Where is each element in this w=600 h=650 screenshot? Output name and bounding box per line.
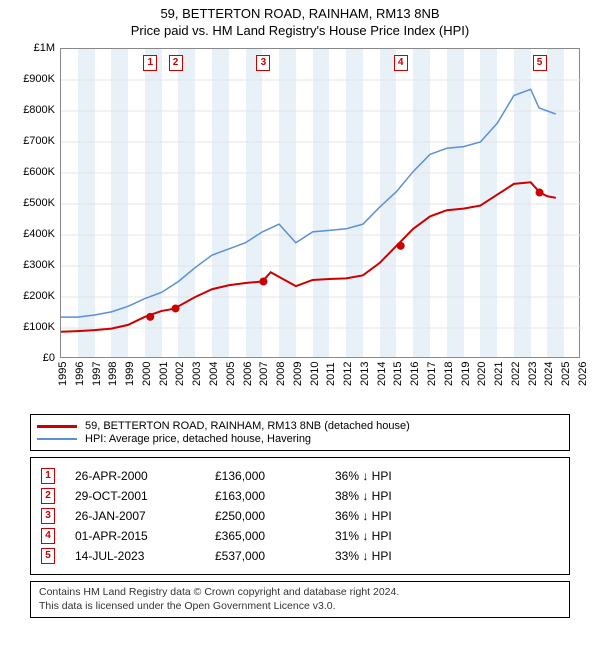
legend-item: 59, BETTERTON ROAD, RAINHAM, RM13 8NB (d…	[37, 420, 563, 432]
y-axis-label: £700K	[5, 135, 55, 147]
x-axis-label: 2003	[191, 362, 203, 386]
sale-marker-box: 5	[533, 55, 547, 71]
x-axis-label: 1995	[57, 362, 69, 386]
sale-point	[259, 278, 267, 286]
chart-area: £0£100K£200K£300K£400K£500K£600K£700K£80…	[20, 48, 580, 408]
legend-box: 59, BETTERTON ROAD, RAINHAM, RM13 8NB (d…	[30, 414, 570, 451]
y-axis-label: £400K	[5, 228, 55, 240]
x-axis-label: 1998	[107, 362, 119, 386]
legend-label: HPI: Average price, detached house, Have…	[85, 433, 311, 445]
x-axis-label: 2013	[359, 362, 371, 386]
sale-marker-number: 4	[41, 528, 55, 544]
sale-date: 26-APR-2000	[75, 469, 215, 483]
y-axis-label: £500K	[5, 197, 55, 209]
y-axis-label: £200K	[5, 290, 55, 302]
x-axis-label: 2014	[376, 362, 388, 386]
sale-date: 26-JAN-2007	[75, 509, 215, 523]
sale-marker-box: 3	[256, 55, 270, 71]
title-address: 59, BETTERTON ROAD, RAINHAM, RM13 8NB	[0, 6, 600, 21]
x-axis-label: 2009	[292, 362, 304, 386]
sale-price: £537,000	[215, 549, 335, 563]
sale-price: £365,000	[215, 529, 335, 543]
x-axis-label: 2022	[510, 362, 522, 386]
sale-point	[172, 304, 180, 312]
title-subtitle: Price paid vs. HM Land Registry's House …	[0, 23, 600, 38]
x-axis-label: 1997	[91, 362, 103, 386]
x-axis-label: 1999	[124, 362, 136, 386]
x-axis-label: 2005	[225, 362, 237, 386]
sale-price: £136,000	[215, 469, 335, 483]
x-axis-label: 2020	[476, 362, 488, 386]
x-axis-label: 2007	[258, 362, 270, 386]
sale-marker-box: 4	[394, 55, 408, 71]
sale-vs-hpi: 36% ↓ HPI	[335, 469, 455, 483]
x-axis-label: 2012	[342, 362, 354, 386]
x-axis-label: 2006	[242, 362, 254, 386]
x-axis-label: 2001	[158, 362, 170, 386]
sale-marker-number: 3	[41, 508, 55, 524]
sale-marker-box: 2	[169, 55, 183, 71]
x-axis-label: 2017	[426, 362, 438, 386]
x-axis-label: 2015	[392, 362, 404, 386]
chart-title-block: 59, BETTERTON ROAD, RAINHAM, RM13 8NB Pr…	[0, 0, 600, 40]
y-axis-label: £100K	[5, 321, 55, 333]
sale-price: £250,000	[215, 509, 335, 523]
legend-label: 59, BETTERTON ROAD, RAINHAM, RM13 8NB (d…	[85, 420, 410, 432]
sale-marker-box: 1	[143, 55, 157, 71]
x-axis-label: 2026	[577, 362, 589, 386]
sale-vs-hpi: 31% ↓ HPI	[335, 529, 455, 543]
y-axis-label: £300K	[5, 259, 55, 271]
x-axis-label: 2021	[493, 362, 505, 386]
legend-item: HPI: Average price, detached house, Have…	[37, 433, 563, 445]
y-axis-label: £800K	[5, 104, 55, 116]
sales-row: 4 01-APR-2015£365,00031% ↓ HPI	[41, 528, 559, 544]
x-axis-label: 2011	[325, 362, 337, 386]
series-line	[61, 182, 556, 331]
y-axis-label: £0	[5, 352, 55, 364]
sale-date: 29-OCT-2001	[75, 489, 215, 503]
x-axis-label: 2016	[409, 362, 421, 386]
attribution-footer: Contains HM Land Registry data © Crown c…	[30, 581, 570, 618]
x-axis-label: 2002	[174, 362, 186, 386]
footer-line: Contains HM Land Registry data © Crown c…	[39, 586, 561, 600]
footer-line: This data is licensed under the Open Gov…	[39, 600, 561, 614]
sales-row: 2 29-OCT-2001£163,00038% ↓ HPI	[41, 488, 559, 504]
sales-row: 5 14-JUL-2023£537,00033% ↓ HPI	[41, 548, 559, 564]
sale-date: 01-APR-2015	[75, 529, 215, 543]
sale-vs-hpi: 38% ↓ HPI	[335, 489, 455, 503]
x-axis-label: 2010	[309, 362, 321, 386]
series-line	[61, 89, 556, 317]
sales-row: 1 26-APR-2000£136,00036% ↓ HPI	[41, 468, 559, 484]
x-axis-label: 2019	[460, 362, 472, 386]
y-axis-label: £600K	[5, 166, 55, 178]
y-axis-label: £900K	[5, 73, 55, 85]
x-axis-label: 2004	[208, 362, 220, 386]
sale-price: £163,000	[215, 489, 335, 503]
x-axis-label: 2023	[527, 362, 539, 386]
sales-table: 126-APR-2000£136,00036% ↓ HPI229-OCT-200…	[30, 457, 570, 575]
sale-marker-number: 5	[41, 548, 55, 564]
x-axis-label: 2018	[443, 362, 455, 386]
sale-vs-hpi: 33% ↓ HPI	[335, 549, 455, 563]
x-axis-label: 2025	[560, 362, 572, 386]
plot-region: 12 3 4 5	[60, 48, 580, 358]
sale-point	[397, 242, 405, 250]
sale-point	[536, 189, 544, 197]
x-axis-label: 2024	[543, 362, 555, 386]
x-axis-label: 2000	[141, 362, 153, 386]
sale-marker-number: 1	[41, 468, 55, 484]
sale-vs-hpi: 36% ↓ HPI	[335, 509, 455, 523]
x-axis-label: 1996	[74, 362, 86, 386]
sales-row: 3 26-JAN-2007£250,00036% ↓ HPI	[41, 508, 559, 524]
sale-marker-number: 2	[41, 488, 55, 504]
sale-date: 14-JUL-2023	[75, 549, 215, 563]
sale-point	[146, 313, 154, 321]
x-axis-label: 2008	[275, 362, 287, 386]
y-axis-label: £1M	[5, 42, 55, 54]
